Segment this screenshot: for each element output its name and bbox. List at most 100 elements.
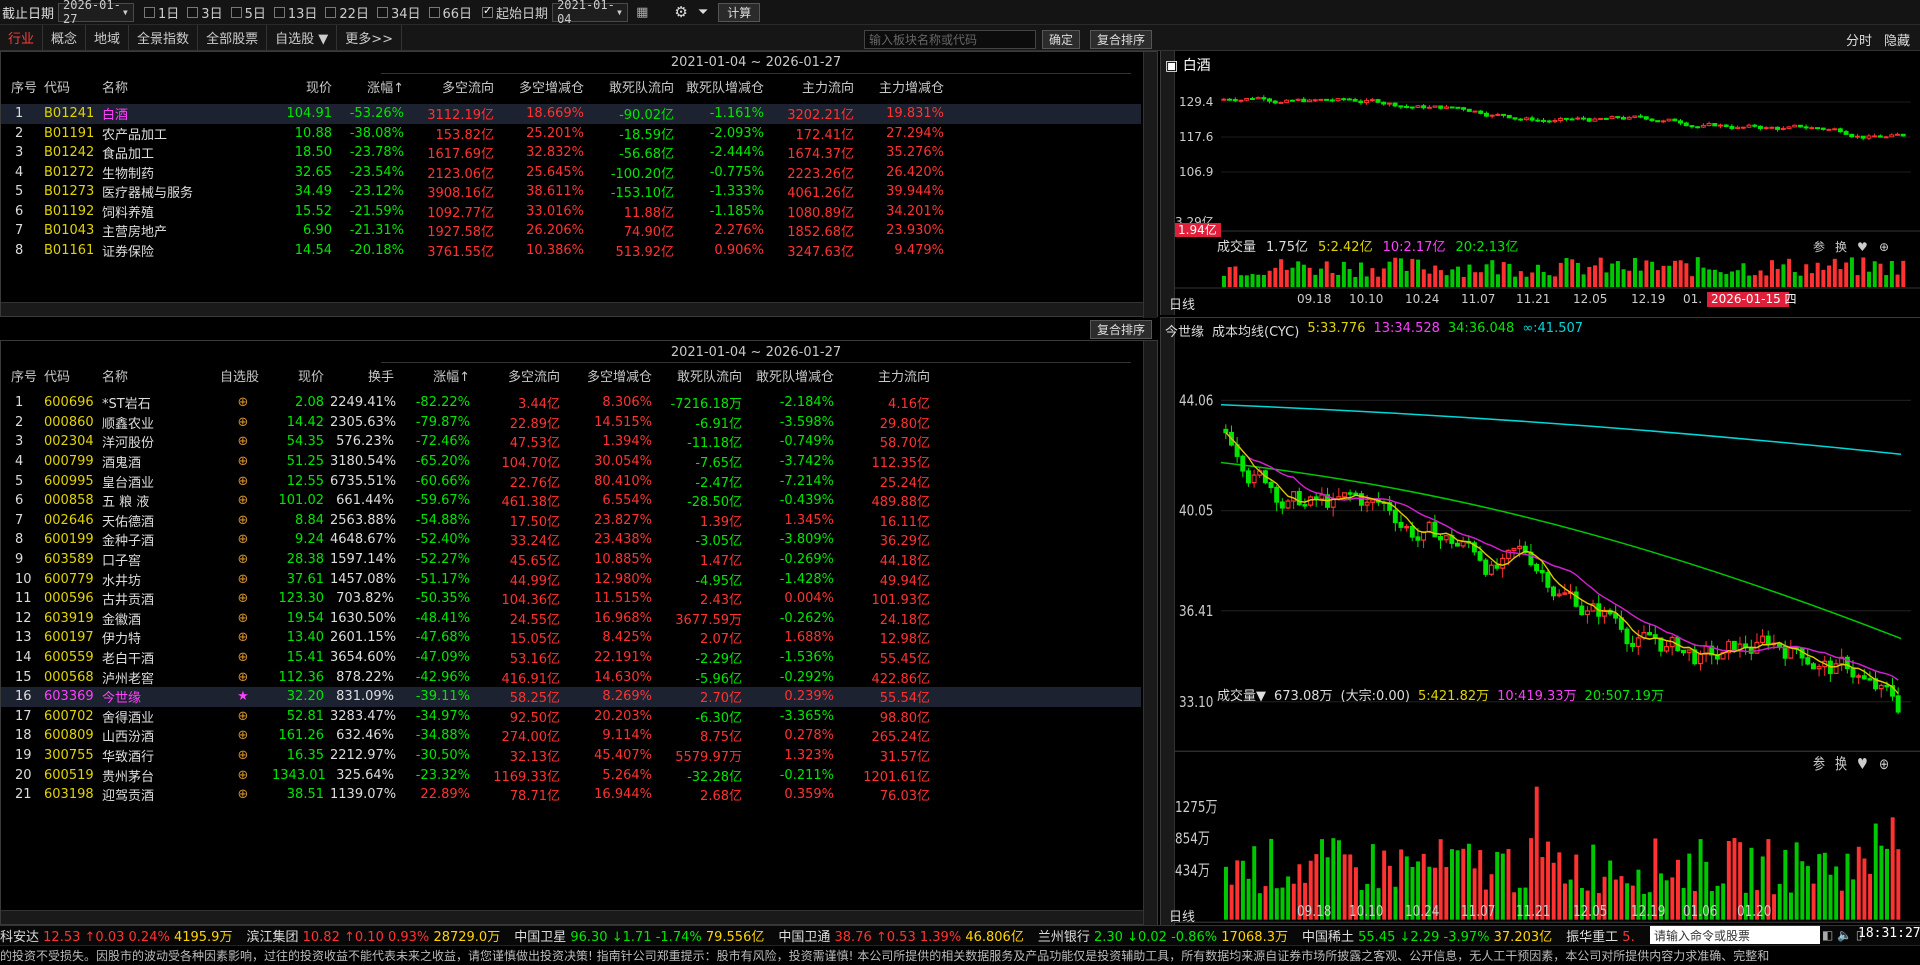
top-col-header-10[interactable]: 主力增减仓	[878, 80, 944, 96]
bottom-col-header-3[interactable]: 自选股	[220, 369, 260, 385]
stock-row[interactable]: 4 000799 酒鬼酒 ⊕ 51.25 3180.54% -65.20% 104.70亿 30…	[1, 452, 1141, 472]
bottom-col-header-2[interactable]: 名称	[102, 369, 129, 385]
stock-row[interactable]: 16 603369 今世缘 ★ 32.20 831.09% -39.11% 58.25亿 8.2…	[1, 686, 1141, 707]
time-share-button[interactable]: 分时	[1846, 34, 1873, 49]
settings-gear-icon[interactable]: ⚙	[674, 3, 688, 21]
sector-row[interactable]: 5 B01273 医疗器械与服务 34.49 -23.12% 3908.16亿 38.611…	[1, 182, 1141, 202]
stock-row[interactable]: 13 600197 伊力特 ⊕ 13.40 2601.15% -47.68% 15.05亿 8.…	[1, 628, 1141, 648]
stock-row[interactable]: 15 000568 泸州老窖 ⊕ 112.36 878.22% -42.96% 416.91亿…	[1, 667, 1141, 687]
top-vertical-scrollbar[interactable]	[1143, 52, 1157, 318]
stock-row[interactable]: 11 000596 古井贡酒 ⊕ 123.30 703.82% -50.35% 104.36亿…	[1, 589, 1141, 609]
stock-row[interactable]: 7 002646 天佑德酒 ⊕ 8.84 2563.88% -54.88% 17.50亿 23.…	[1, 511, 1141, 531]
period-checkbox-6[interactable]: 66日	[428, 3, 472, 22]
sector-row[interactable]: 1 B01241 白酒 104.91 -53.26% 3112.19亿 18.669% -90…	[1, 104, 1141, 124]
stock-row[interactable]: 21 603198 迎驾贡酒 ⊕ 38.51 1139.07% 22.89% 78.71亿 16…	[1, 785, 1141, 805]
ticker-item[interactable]: 中国稀土 55.45 ↓2.29 -3.97% 37.203亿	[1301, 930, 1553, 945]
top-col-header-8[interactable]: 敢死队增减仓	[685, 80, 764, 96]
bottom-col-header-11[interactable]: 主力流向	[877, 369, 930, 385]
add-watchlist-icon[interactable]: ⊕	[237, 728, 249, 744]
bottom-col-header-10[interactable]: 敢死队增减仓	[755, 369, 834, 385]
top-col-header-5[interactable]: 多空流向	[441, 80, 494, 96]
add-watchlist-icon[interactable]: ⊕	[237, 454, 249, 470]
chart1-control-0[interactable]: 参	[1813, 239, 1825, 254]
add-watchlist-icon[interactable]: ⊕	[237, 591, 249, 607]
period-checkbox-1[interactable]: 3日	[187, 3, 223, 22]
stock-kline-chart[interactable]: 44.06 40.05 36.41 33.10 1275万 854万 434万 09.18 10…	[1161, 318, 1920, 926]
reset-sort-button[interactable]: 复合排序	[1090, 30, 1153, 49]
chart2-control-3[interactable]: ⊕	[1879, 756, 1889, 774]
chart1-control-1[interactable]: 换	[1835, 240, 1847, 254]
add-watchlist-icon[interactable]: ⊕	[237, 493, 249, 509]
ticker-item[interactable]: 中国卫星 96.30 ↓1.71 -1.74% 79.556亿	[514, 930, 765, 945]
calendar-icon[interactable]: ▦	[636, 4, 649, 20]
ticker-item[interactable]: 滨江集团 10.82 ↑0.10 0.93% 28729.0万	[246, 930, 501, 945]
stock-row[interactable]: 17 600702 舍得酒业 ⊕ 52.81 3283.47% -34.97% 92.50亿 2…	[1, 707, 1141, 727]
tab-1[interactable]: 概念	[43, 24, 87, 51]
bottom-col-header-5[interactable]: 换手	[367, 369, 394, 385]
start-date-checkbox[interactable]: 起始日期	[482, 3, 548, 22]
top-col-header-6[interactable]: 多空增减仓	[518, 80, 584, 96]
sector-row[interactable]: 2 B01191 农产品加工 10.88 -38.08% 153.82亿 25.201% -1…	[1, 124, 1141, 144]
bottom-col-header-8[interactable]: 多空增减仓	[586, 369, 652, 385]
add-watchlist-icon[interactable]: ⊕	[237, 767, 249, 783]
top-col-header-1[interactable]: 代码	[44, 80, 71, 96]
top-col-header-2[interactable]: 名称	[102, 80, 129, 96]
tab-4[interactable]: 全部股票	[198, 24, 268, 51]
add-watchlist-icon[interactable]: ⊕	[237, 434, 249, 450]
bottom-col-header-9[interactable]: 敢死队流向	[676, 369, 742, 385]
ticker-item[interactable]: 科安达 12.53 ↑0.03 0.24% 4195.9万	[0, 930, 233, 945]
chart1-control-2[interactable]: ♥	[1857, 240, 1868, 254]
tab-0[interactable]: 行业	[0, 24, 44, 51]
sector-row[interactable]: 4 B01272 生物制药 32.65 -23.54% 2123.06亿 25.645% -1…	[1, 163, 1141, 183]
add-watchlist-icon[interactable]: ⊕	[237, 395, 249, 411]
stock-period-label[interactable]: 日线	[1169, 910, 1196, 925]
filter-icon[interactable]: ⏷	[697, 4, 709, 20]
stock-row[interactable]: 14 600559 老白干酒 ⊕ 15.41 3654.60% -47.09% 53.16亿 2…	[1, 648, 1141, 668]
stock-row[interactable]: 5 600995 皇台酒业 ⊕ 12.55 6735.51% -60.66% 22.76亿 80…	[1, 471, 1141, 491]
period-checkbox-5[interactable]: 34日	[376, 3, 421, 22]
top-col-header-3[interactable]: 现价	[305, 80, 332, 96]
bottom-vertical-scrollbar[interactable]	[1143, 341, 1157, 926]
add-watchlist-icon[interactable]: ⊕	[237, 669, 249, 685]
period-checkbox-4[interactable]: 22日	[325, 3, 369, 22]
stock-row[interactable]: 2 000860 顺鑫农业 ⊕ 14.42 2305.63% -79.87% 22.89亿 14…	[1, 413, 1141, 433]
add-watchlist-icon[interactable]: ⊕	[237, 650, 249, 666]
top-col-header-7[interactable]: 敢死队流向	[608, 80, 674, 96]
chart1-vertical-scrollbar[interactable]	[1161, 51, 1175, 315]
bottom-horizontal-scrollbar[interactable]	[1, 910, 1143, 924]
hide-button[interactable]: 隐藏	[1884, 34, 1911, 49]
stock-row[interactable]: 1 600696 *ST岩石 ⊕ 2.08 2249.41% -82.22% 3.44亿 8.3…	[1, 393, 1141, 413]
add-watchlist-icon[interactable]: ⊕	[237, 571, 249, 587]
top-col-header-9[interactable]: 主力流向	[801, 80, 854, 96]
stock-row[interactable]: 19 300755 华致酒行 ⊕ 16.35 2212.97% -30.50% 32.13亿 4…	[1, 746, 1141, 766]
tab-3[interactable]: 全景指数	[129, 24, 199, 51]
top-col-header-0[interactable]: 序号	[11, 80, 38, 96]
period-checkbox-2[interactable]: 5日	[230, 3, 266, 22]
top-col-header-4[interactable]: 涨幅↑	[367, 80, 404, 96]
stock-row[interactable]: 3 002304 洋河股份 ⊕ 54.35 576.23% -72.46% 47.53亿 1.3…	[1, 432, 1141, 452]
add-watchlist-icon[interactable]: ⊕	[237, 512, 249, 528]
confirm-button[interactable]: 确定	[1042, 30, 1081, 49]
start-date-select[interactable]: 2021-01-04 ▾	[552, 0, 629, 26]
sector-search-input[interactable]: 输入板块名称或代码	[864, 30, 1036, 49]
add-watchlist-icon[interactable]: ⊕	[237, 610, 249, 626]
add-watchlist-icon[interactable]: ⊕	[237, 532, 249, 548]
chart2-vertical-scrollbar[interactable]	[1161, 318, 1175, 926]
bottom-col-header-4[interactable]: 现价	[297, 369, 324, 385]
tab-5[interactable]: 自选股 ▼	[267, 24, 338, 51]
period-checkbox-3[interactable]: 13日	[273, 3, 317, 22]
tab-6[interactable]: 更多>>	[337, 24, 403, 51]
bottom-col-header-0[interactable]: 序号	[11, 369, 38, 385]
period-checkbox-0[interactable]: 1日	[144, 3, 179, 22]
chart2-control-2[interactable]: ♥	[1857, 756, 1868, 774]
bottom-col-header-7[interactable]: 多空流向	[507, 369, 560, 385]
sector-row[interactable]: 8 B01161 证券保险 14.54 -20.18% 3761.55亿 10.386% 51…	[1, 241, 1141, 261]
sector-row[interactable]: 7 B01043 主营房地产 6.90 -21.31% 1927.58亿 26.206% 74…	[1, 221, 1141, 241]
add-watchlist-icon[interactable]: ⊕	[237, 630, 249, 646]
stock-row[interactable]: 6 000858 五 粮 液 ⊕ 101.02 661.44% -59.67% 461.38亿…	[1, 491, 1141, 511]
stock-row[interactable]: 18 600809 山西汾酒 ⊕ 161.26 632.46% -34.88% 274.00亿…	[1, 726, 1141, 746]
add-watchlist-icon[interactable]: ⊕	[237, 414, 249, 430]
bottom-col-header-1[interactable]: 代码	[44, 369, 71, 385]
add-watchlist-icon[interactable]: ⊕	[237, 473, 249, 489]
stock-row[interactable]: 20 600519 贵州茅台 ⊕ 1343.01 325.64% -23.32% 1169.3…	[1, 765, 1141, 785]
